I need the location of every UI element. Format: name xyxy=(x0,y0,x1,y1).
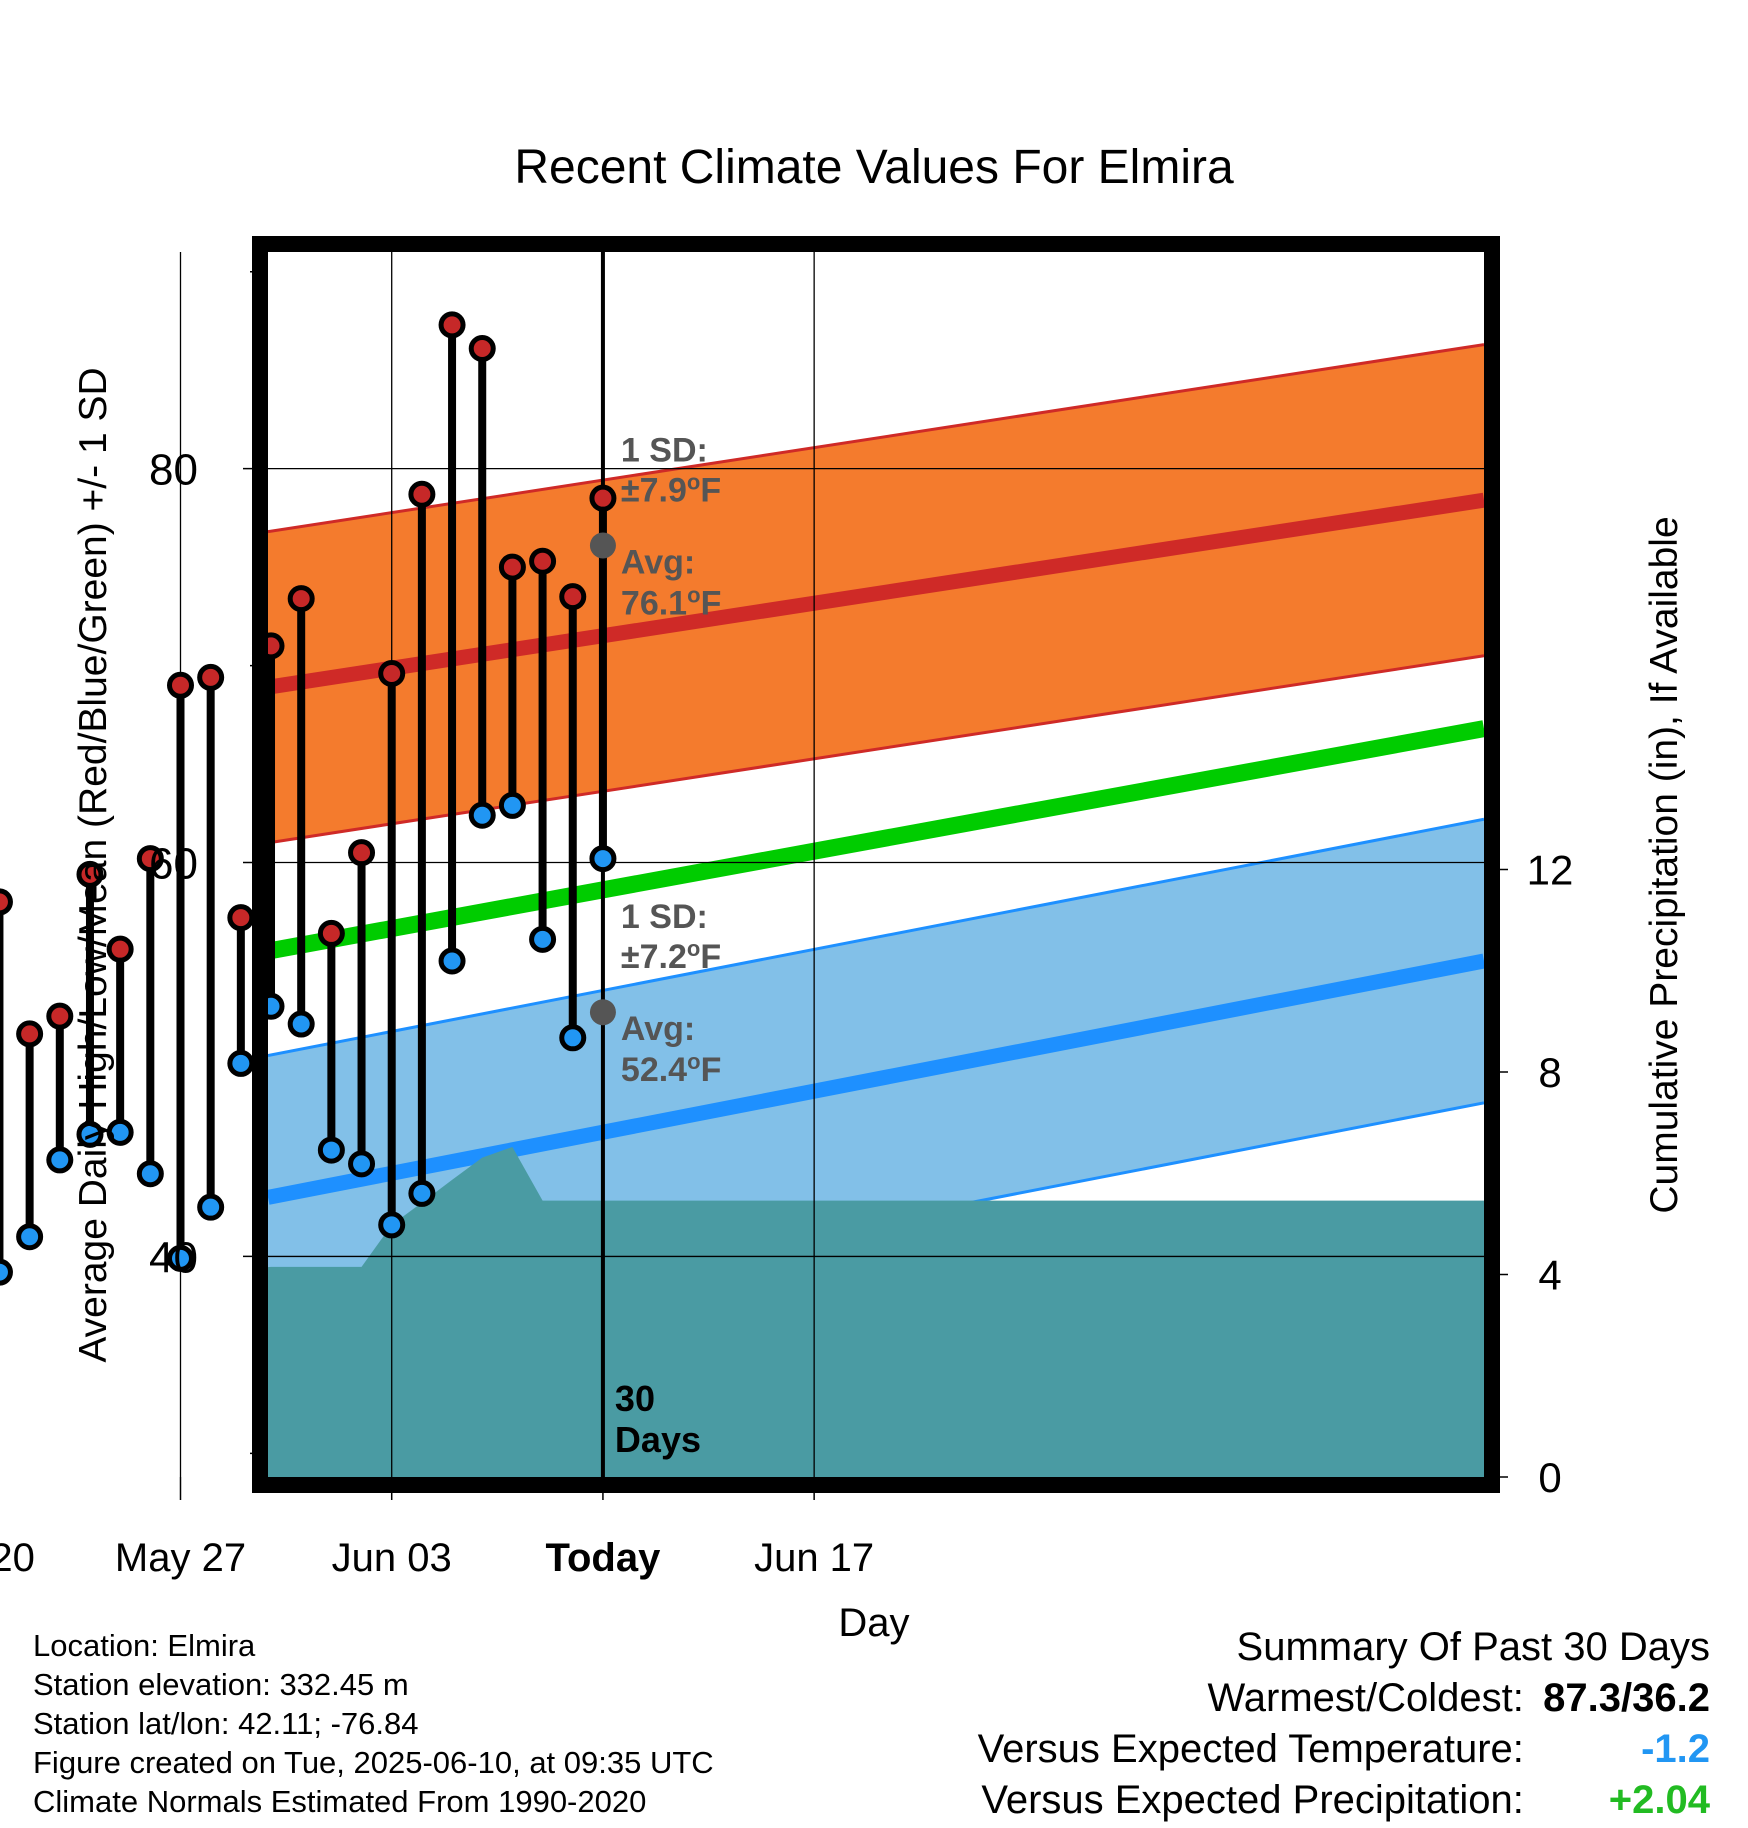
high-point xyxy=(378,659,406,687)
y2-tick-label: 8 xyxy=(1538,1049,1561,1096)
high-normal-line xyxy=(268,492,1484,695)
high-point xyxy=(498,553,526,581)
warmest-value: 87.3/36.2 xyxy=(1543,1676,1710,1720)
low-sd-band-upper-edge xyxy=(268,817,1484,1058)
high-point xyxy=(287,585,315,613)
low-sd-value: ±7.2oF xyxy=(621,936,721,977)
low-point xyxy=(16,1223,44,1251)
y-tick-label: 80 xyxy=(149,446,198,495)
warmest-label: Warmest/Coldest: xyxy=(1207,1676,1524,1720)
low-point xyxy=(529,925,557,953)
low-point xyxy=(317,1136,345,1164)
high-point xyxy=(559,583,587,611)
chart-title: Recent Climate Values For Elmira xyxy=(514,141,1234,194)
high-point xyxy=(529,547,557,575)
low-normal-line xyxy=(268,953,1484,1205)
low-point xyxy=(468,801,496,829)
x-tick-label: May 27 xyxy=(115,1536,246,1580)
high-point xyxy=(197,663,225,691)
precipitation-area xyxy=(268,1146,1484,1477)
precip-departure-label: Versus Expected Precipitation: xyxy=(981,1778,1524,1822)
high-avg-label: Avg: xyxy=(621,543,695,581)
y2-tick-label: 4 xyxy=(1538,1252,1561,1299)
high-point xyxy=(317,919,345,947)
elevation-text: Station elevation: 332.45 m xyxy=(33,1667,409,1702)
low-point xyxy=(46,1146,74,1174)
high-sd-band-upper-edge xyxy=(268,343,1484,534)
low-point xyxy=(498,791,526,819)
y2-tick-label: 0 xyxy=(1538,1454,1561,1501)
low-point xyxy=(438,947,466,975)
days-count-label: 30 xyxy=(615,1378,655,1419)
summary-panel: Summary Of Past 30 Days Warmest/Coldest:… xyxy=(978,1622,1710,1826)
temp-departure-value: -1.2 xyxy=(1641,1727,1710,1771)
precip-departure-row: Versus Expected Precipitation: +2.04 xyxy=(978,1775,1710,1826)
low-point xyxy=(589,845,617,873)
high-avg-value: 76.1oF xyxy=(621,582,721,623)
days-unit-label: Days xyxy=(615,1419,701,1460)
high-point xyxy=(76,860,104,888)
high-point xyxy=(46,1002,74,1030)
summary-heading: Summary Of Past 30 Days xyxy=(1236,1625,1710,1669)
low-point xyxy=(408,1179,436,1207)
y-tick-label: 60 xyxy=(149,840,198,889)
low-sd-label: 1 SD: xyxy=(621,898,708,936)
mean-normal-line xyxy=(268,720,1484,960)
high-point xyxy=(106,935,134,963)
high-point xyxy=(166,671,194,699)
low-point xyxy=(348,1150,376,1178)
high-point xyxy=(438,311,466,339)
low-avg-value: 52.4oF xyxy=(621,1049,721,1090)
y-tick-label: 40 xyxy=(149,1233,198,1282)
high-point xyxy=(136,845,164,873)
low-point xyxy=(76,1120,104,1148)
x-tick-label: Today xyxy=(546,1536,662,1580)
created-text: Figure created on Tue, 2025-06-10, at 09… xyxy=(33,1745,714,1780)
today-low-normal-marker xyxy=(589,999,616,1026)
low-point xyxy=(197,1193,225,1221)
low-avg-label: Avg: xyxy=(621,1010,695,1048)
warmest-row: Warmest/Coldest: 87.3/36.2 xyxy=(978,1673,1711,1724)
y2-tick-label: 12 xyxy=(1527,847,1574,894)
x-axis-title: Day xyxy=(838,1601,909,1645)
location-text: Location: Elmira xyxy=(33,1628,256,1663)
y2-axis-title: Cumulative Precipitation (in), If Availa… xyxy=(1643,516,1686,1213)
high-point xyxy=(408,480,436,508)
low-point xyxy=(0,1258,13,1286)
high-point xyxy=(16,1020,44,1048)
low-point xyxy=(287,1010,315,1038)
high-point xyxy=(348,839,376,867)
precip-departure-value: +2.04 xyxy=(1608,1778,1710,1822)
low-point xyxy=(166,1244,194,1272)
x-tick-label: May 20 xyxy=(0,1536,35,1580)
high-point xyxy=(589,484,617,512)
low-point xyxy=(559,1024,587,1052)
x-tick-label: Jun 03 xyxy=(332,1536,452,1580)
low-point xyxy=(136,1160,164,1188)
y-axis-title: Average Daily High/Low/Mean (Red/Blue/Gr… xyxy=(72,367,115,1362)
plot-frame xyxy=(252,236,1500,1493)
low-point xyxy=(227,1049,255,1077)
low-point xyxy=(106,1118,134,1146)
temp-departure-label: Versus Expected Temperature: xyxy=(977,1727,1524,1771)
high-point xyxy=(227,904,255,932)
latlon-text: Station lat/lon: 42.11; -76.84 xyxy=(33,1706,419,1741)
high-sd-value: ±7.9oF xyxy=(621,469,721,510)
temp-departure-row: Versus Expected Temperature: -1.2 xyxy=(978,1724,1710,1775)
normals-text: Climate Normals Estimated From 1990-2020 xyxy=(33,1784,647,1819)
high-point xyxy=(0,888,13,916)
low-point xyxy=(378,1211,406,1239)
today-high-normal-marker xyxy=(589,532,616,559)
high-point xyxy=(468,335,496,363)
station-info: Location: Elmira Station elevation: 332.… xyxy=(33,1626,714,1821)
high-sd-label: 1 SD: xyxy=(621,431,708,469)
x-tick-label: Jun 17 xyxy=(754,1536,874,1580)
